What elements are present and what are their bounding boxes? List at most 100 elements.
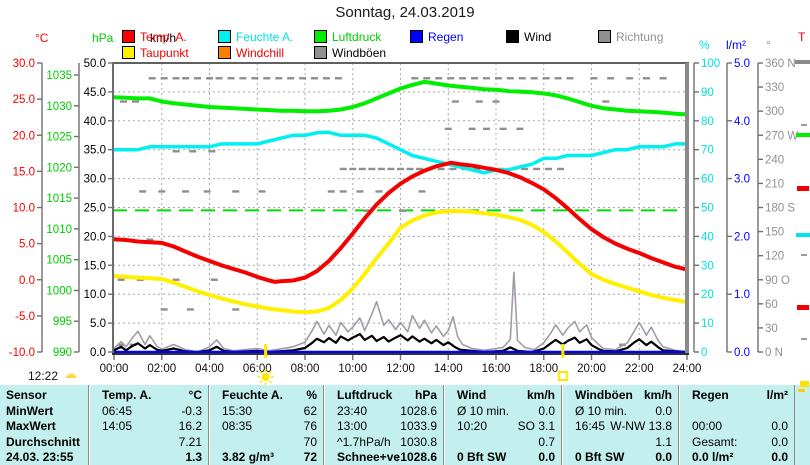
series-wind	[112, 333, 689, 354]
wind-direction-dot	[322, 77, 330, 80]
wind-direction-dot	[172, 150, 180, 153]
legend-swatch-icon	[218, 30, 231, 43]
wind-direction-dot	[444, 127, 452, 131]
wind-direction-dot	[356, 190, 364, 193]
wind-direction-dot	[189, 150, 197, 153]
clipped-edge-mark	[800, 381, 809, 387]
wind-direction-dot	[451, 100, 459, 103]
wind-direction-dot	[530, 77, 538, 80]
wind-direction-dot	[545, 167, 553, 171]
wind-direction-dot	[258, 190, 266, 193]
wind-direction-dot	[387, 167, 395, 171]
table-column-separator	[208, 385, 209, 465]
wind-direction-dot	[275, 77, 283, 80]
axis-tick-label-direction_deg: 180 S	[765, 203, 795, 215]
wind-direction-dot	[203, 190, 211, 193]
axis-tick-label-rain_lm2: 2.0	[734, 231, 750, 243]
table-col-header: Windböen	[575, 388, 633, 402]
axis-tick-label-temp_c: 20.0	[13, 130, 35, 142]
x-axis-label: 06:00	[243, 363, 272, 375]
legend-label: Taupunkt	[140, 45, 189, 60]
wind-direction-dot	[172, 77, 180, 80]
wind-direction-dot	[334, 77, 342, 80]
table-cell-value: 1028.6	[400, 403, 437, 418]
table-cell-value: 1.3	[185, 450, 202, 464]
axis-tick-label-direction_deg: 240	[765, 154, 784, 166]
axis-tick-label-direction_deg: 120	[765, 251, 784, 263]
wind-direction-dot	[358, 167, 366, 171]
axis-tick-label-direction_deg: 30	[765, 323, 778, 335]
x-axis-label: 20:00	[577, 363, 606, 375]
table-cell-time: 0.0 l/m²	[692, 450, 734, 464]
x-axis-label: 16:00	[482, 363, 511, 375]
axis-tick-label-humidity_pct: 60	[701, 174, 714, 186]
legend-label: Regen	[428, 29, 464, 44]
moon-time-label: 12:22	[28, 369, 59, 383]
legend-swatch-icon	[218, 46, 231, 59]
table-cell-value: W-NW 13.8	[610, 419, 672, 433]
wind-direction-dot	[556, 167, 564, 171]
table-cell-value: 1.1	[655, 434, 672, 449]
table-col-header: Luftdruck	[337, 388, 393, 402]
wind-direction-dot	[160, 308, 168, 311]
axis-tick-label-humidity_pct: 100	[701, 58, 720, 70]
wind-direction-dot	[521, 167, 529, 171]
table-cell-value: 0.0	[538, 450, 555, 464]
x-axis-label: 04:00	[195, 363, 224, 375]
sunrise-sun-ray	[259, 370, 263, 374]
wind-direction-dot	[239, 77, 247, 80]
table-column-separator-highlight	[209, 385, 210, 465]
table-col-header: Feuchte A.	[222, 388, 283, 402]
clipped-edge-mark	[796, 133, 810, 137]
x-axis-label: 10:00	[338, 363, 367, 375]
wind-direction-dot	[227, 77, 235, 80]
clipped-edge-mark	[795, 60, 810, 64]
table-col-unit: %	[306, 388, 317, 402]
legend-swatch-icon	[314, 30, 327, 43]
axis-tick-label-pressure_hpa: 1020	[46, 162, 72, 174]
wind-direction-dot	[139, 190, 147, 193]
axis-tick-label-humidity_pct: 30	[701, 260, 714, 272]
wind-direction-dot	[210, 278, 218, 281]
table-cell-value: 7.21	[178, 434, 202, 449]
wind-direction-dot	[566, 77, 574, 80]
table-row-label: 24.03. 23:55	[6, 450, 74, 464]
wind-direction-dot	[416, 167, 424, 171]
axis-tick-label-pressure_hpa: 1025	[46, 132, 72, 144]
axis-tick-label-pressure_hpa: 1000	[46, 285, 72, 297]
clipped-edge-mark	[797, 186, 809, 191]
wind-direction-dot	[375, 190, 383, 193]
table-cell-value: 62	[303, 403, 317, 418]
sensor-stats-table: Sensor MinWert MaxWert Durchschnitt 24.03. 2…	[0, 385, 810, 465]
wind-direction-dot	[117, 278, 125, 281]
table-cell-time: 00:00	[692, 419, 723, 433]
table-col-header: Wind	[457, 388, 487, 402]
axis-tick-label-direction_deg: 360 N	[765, 58, 796, 70]
legend-item-feuchte-a-: Feuchte A.	[218, 30, 293, 44]
wind-direction-dot	[182, 77, 190, 80]
x-axis-label: 00:00	[100, 363, 129, 375]
table-column-separator	[88, 385, 89, 465]
wind-direction-dot	[146, 238, 154, 241]
x-axis-label: 08:00	[291, 363, 320, 375]
table-cell-time: Gesamt:	[692, 434, 738, 449]
table-cell-value: 1030.8	[400, 434, 437, 449]
weather-chart: 30.0 25.0 20.0 15.0 10.0 5.0 0.0 -5.0 -10.0 1035 1…	[9, 58, 798, 385]
table-cell-value: 72	[303, 450, 317, 464]
table-cell-value: SO 3.1	[517, 419, 555, 433]
axis-tick-label-wind_kmh: 20.0	[84, 231, 106, 243]
x-axis-label: 14:00	[434, 363, 463, 375]
table-cell-time: 16:45	[575, 419, 606, 433]
axis-tick-label-direction_deg: 270 W	[765, 130, 798, 142]
axis-tick-label-direction_deg: 0 N	[765, 347, 783, 359]
wind-direction-dot	[377, 167, 385, 171]
wind-direction-dot	[117, 343, 125, 346]
legend-label: Richtung	[616, 29, 664, 44]
axis-tick-label-pressure_hpa: 1010	[46, 224, 72, 236]
legend-swatch-icon	[506, 30, 519, 43]
table-cell-value: 0.0	[655, 403, 672, 418]
series-temp--a-	[112, 160, 689, 284]
legend-swatch-icon	[314, 46, 327, 59]
wind-direction-dot	[482, 77, 490, 80]
